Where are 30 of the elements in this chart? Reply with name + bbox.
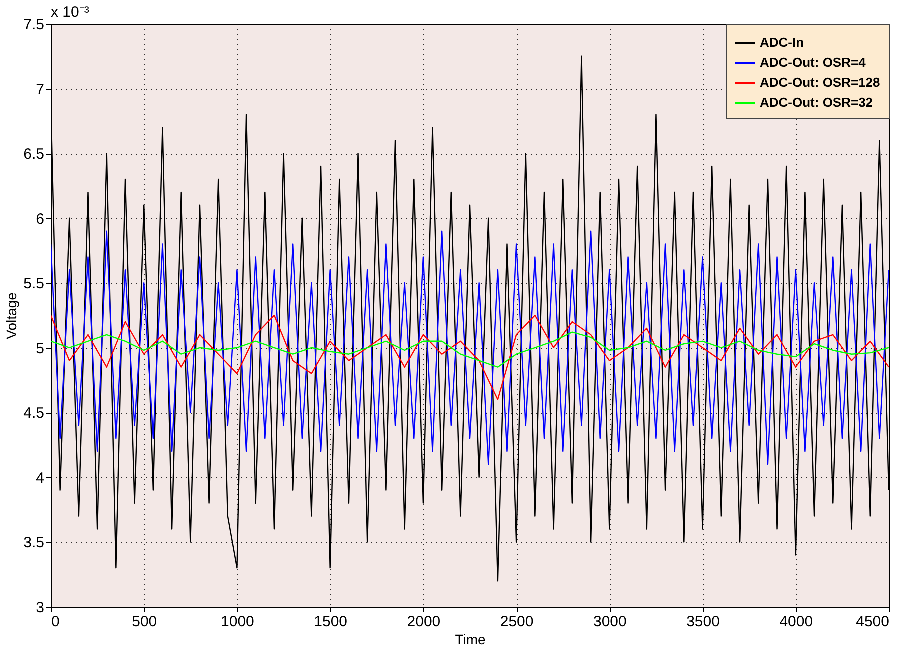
line-series [51,332,889,368]
x-tick-label: 3000 [593,614,627,630]
y-tick-label: 6.5 [24,146,44,164]
y-tick-label: 7.5 [24,16,44,34]
line-series [51,314,889,400]
x-tick-label: 4500 [856,614,890,630]
y-tick-label: 4 [36,470,44,487]
y-tick-label: 3 [36,600,44,616]
legend-label: ADC-Out: OSR=128 [760,75,880,90]
y-tick-label: 6 [36,210,44,228]
y-tick-label: 5.5 [24,276,44,293]
y-tick-label: 3.5 [24,534,44,552]
legend-label: ADC-Out: OSR=32 [760,95,874,110]
legend-label: ADC-In [760,35,804,50]
x-tick-label: 2000 [407,614,441,630]
x-tick-label: 500 [132,614,158,630]
y-tick-label: 5 [36,340,44,358]
x-axis-title: Time [455,632,486,648]
x-tick-label: 3500 [686,614,720,630]
x-tick-label: 1000 [221,614,254,630]
x-tick-label: 0 [52,614,60,630]
y-tick-label: 4.5 [24,405,44,422]
x-tick-label: 2500 [500,614,534,630]
x-tick-label: 4000 [780,614,814,630]
y-tick-label: 7 [36,81,44,98]
text: x 10⁻³ [51,4,90,21]
x-tick-label: 1500 [314,614,348,630]
y-axis-title: Voltage [4,292,20,340]
line-series [51,230,889,466]
legend-label: ADC-Out: OSR=4 [760,55,867,70]
